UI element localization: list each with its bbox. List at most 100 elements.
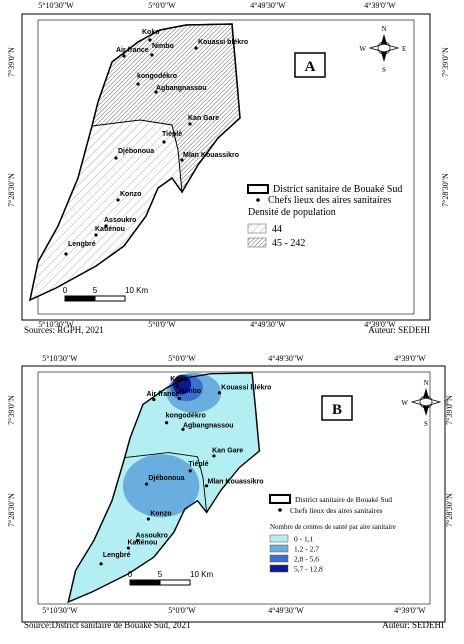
place-dot (217, 391, 221, 395)
place-label: Agbangnassou (183, 423, 234, 430)
latitude-label: 7°28'30"N (7, 173, 16, 207)
legend-class-label: 44 (272, 224, 282, 235)
place-label: Kan Gare (188, 115, 219, 122)
place-dot (205, 484, 209, 488)
legend-label: Chefs lieux des aires sanitaires (268, 195, 391, 206)
place-label: Konzo (120, 191, 141, 198)
longitude-label: 4°49'30"W (268, 354, 304, 363)
legend-class-label: 45 - 242 (272, 238, 305, 249)
longitude-label: 5°0'0"W (168, 606, 196, 615)
panel-label-box (294, 52, 326, 78)
latitude-label: 7°28'30"N (445, 493, 454, 527)
compass-letter: N (381, 25, 386, 33)
place-dot (144, 482, 149, 486)
place-dot (175, 384, 180, 388)
place-dot (146, 517, 150, 521)
place-label: Assoukro (136, 532, 168, 539)
scale-label: 5 (158, 570, 163, 579)
place-label: Lengbré (103, 552, 131, 559)
place-dot (188, 122, 192, 126)
place-label: kongodékro (137, 73, 177, 80)
legend-label: District sanitaire de Bouaké Sud (295, 495, 392, 504)
panel-label: B (332, 402, 342, 418)
legend-point-swatch (256, 198, 260, 202)
place-label: kongodékro (166, 413, 206, 420)
map-frame (37, 371, 431, 605)
place-label: Assoukro (104, 217, 136, 224)
panel-frame (21, 13, 431, 321)
place-dot (99, 562, 103, 566)
place-label: Nimbo (152, 43, 174, 50)
place-label: Nimbo (179, 388, 201, 395)
legend-title: Densité de population (248, 207, 336, 218)
place-dot (126, 546, 130, 550)
place-label: Kouassi blékro (198, 39, 248, 46)
compass-letter: S (424, 420, 428, 428)
legend-class-label: 0 - 1,1 (294, 535, 314, 544)
place-dot (212, 454, 216, 458)
panel-label-box (321, 395, 353, 421)
place-dot (148, 38, 152, 42)
legend-class-label: 2,8 - 5,6 (294, 555, 319, 564)
longitude-label: 5°10'30"W (38, 1, 74, 10)
legend-label: District sanitaire de Bouaké Sud (273, 184, 402, 195)
longitude-label: 4°49'30"W (268, 606, 304, 615)
longitude-label: 5°10'30"W (38, 320, 74, 329)
place-label: Katiénou (127, 540, 157, 547)
source-text: Sources: RGPH, 2021 (24, 325, 104, 335)
place-label: Mlan Kouassikro (183, 152, 239, 159)
longitude-label: 5°0'0"W (148, 320, 176, 329)
place-dot (104, 224, 108, 228)
place-dot (114, 156, 118, 160)
place-label: Koko (142, 29, 160, 36)
longitude-label: 4°49'30"W (250, 320, 286, 329)
longitude-label: 5°10'30"W (42, 606, 78, 615)
author-text: Auteur: SEDEHI (382, 620, 444, 630)
legend-class-label: 1,2 - 2,7 (294, 545, 319, 554)
place-label: Tiéplé (162, 131, 182, 138)
latitude-label: 7°39'0"N (441, 47, 450, 77)
place-dot (164, 421, 169, 425)
legend-class-swatch (269, 554, 289, 563)
longitude-label: 5°10'30"W (42, 354, 78, 363)
place-label: Air france (147, 391, 180, 398)
latitude-label: 7°39'0"N (7, 47, 16, 77)
panel-frame (21, 365, 446, 623)
place-label: Djébonoua (148, 475, 184, 482)
author-text: Auteur: SEDEHI (368, 325, 430, 335)
place-dot (152, 397, 156, 402)
latitude-label: 7°39'0"N (7, 395, 16, 425)
legend-title: Nombre de centres de santé par aire sani… (270, 523, 396, 531)
place-dot (154, 90, 158, 94)
legend-point-swatch (278, 508, 282, 512)
compass-rose (377, 41, 391, 55)
longitude-label: 4°39'0"W (364, 1, 396, 10)
place-label: Air france (116, 47, 149, 54)
legend-class-label: 5,7 - 12,8 (294, 565, 323, 574)
latitude-label: 7°28'30"N (441, 173, 450, 207)
scale-bar (94, 295, 126, 302)
place-dot (181, 427, 185, 431)
place-label: Katiénou (95, 226, 125, 233)
place-dot (188, 469, 192, 473)
compass-letter: N (423, 379, 428, 387)
place-dot (64, 252, 68, 256)
place-dot (180, 158, 184, 162)
place-label: Djébonoua (118, 148, 154, 155)
longitude-label: 5°0'0"W (148, 1, 176, 10)
legend-class-swatch (247, 223, 267, 234)
scale-bar (159, 579, 191, 586)
compass-letter: W (359, 45, 366, 53)
compass-letter: E (444, 399, 448, 407)
legend-boundary-swatch (247, 184, 269, 194)
place-dot (94, 233, 98, 237)
compass-letter: W (401, 399, 408, 407)
longitude-label: 5°0'0"W (168, 354, 196, 363)
district-shape (29, 23, 241, 301)
compass-rose (419, 395, 433, 409)
source-text: Source:District sanitaire de Bouaké Sud,… (24, 620, 190, 630)
place-label: Tiéplé (188, 461, 208, 468)
place-label: Koko (170, 376, 188, 383)
